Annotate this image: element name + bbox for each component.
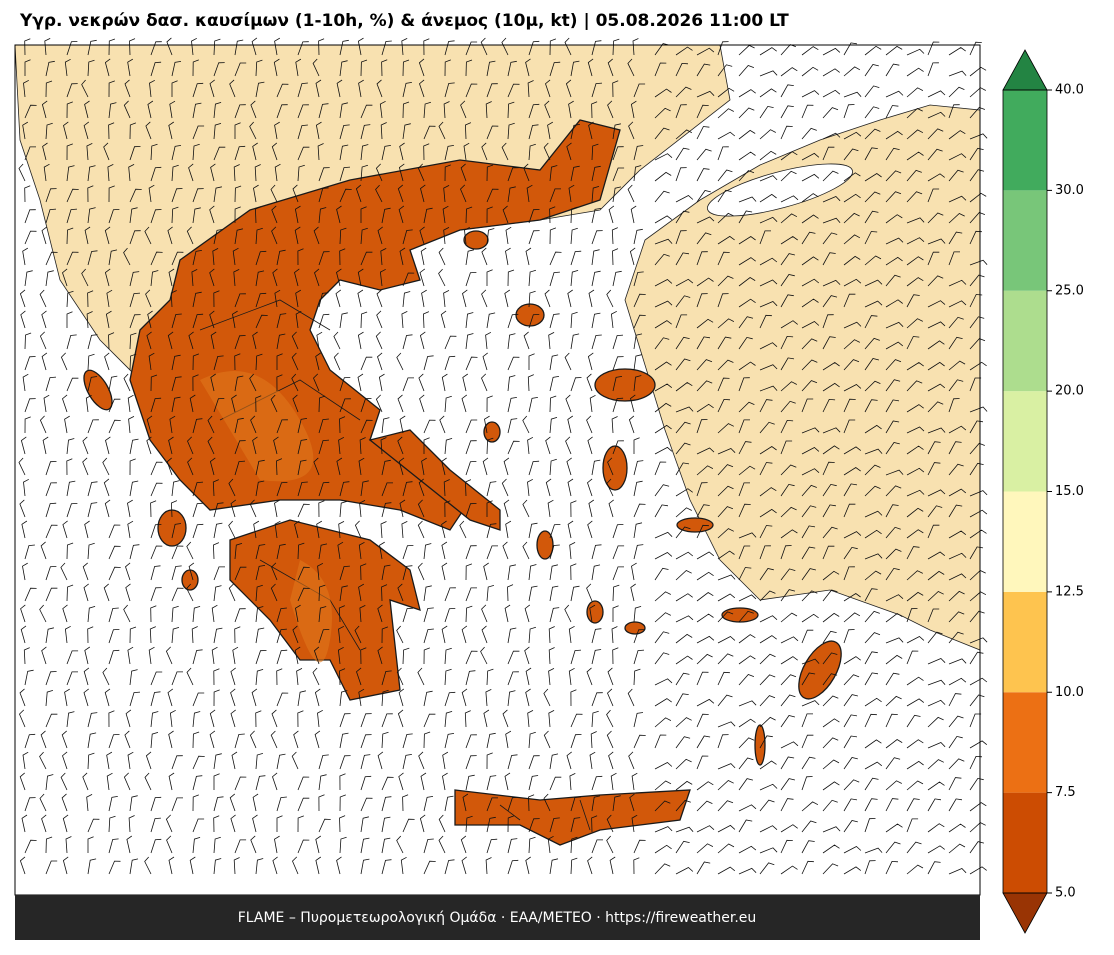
colorbar-over	[1002, 49, 1048, 91]
colorbar-tick-label: 40.0	[1055, 83, 1084, 98]
sea-of-marmara	[707, 163, 853, 217]
island	[676, 517, 714, 533]
colorbar-bin	[1003, 792, 1047, 893]
colorbar-tick-label: 20.0	[1055, 384, 1084, 399]
island	[798, 640, 842, 700]
footer-bar	[15, 895, 980, 940]
colorbar-bin	[1003, 692, 1047, 793]
island	[594, 368, 656, 402]
island	[515, 303, 545, 327]
wind-barbs	[18, 37, 988, 875]
colorbar-bin	[1003, 90, 1047, 191]
crete	[454, 789, 691, 846]
island	[83, 369, 113, 411]
island	[721, 607, 759, 623]
colorbar-under	[1002, 892, 1048, 934]
colorbar-tick-label: 25.0	[1055, 283, 1084, 298]
colorbar-tick-label: 5.0	[1055, 886, 1076, 901]
evia	[368, 429, 501, 531]
footer-text: FLAME – Πυρομετεωρολογική Ομάδα · ΕΑΑ/ME…	[238, 910, 757, 926]
island	[483, 421, 501, 443]
colorbar-tick-label: 7.5	[1055, 785, 1076, 800]
colorbar: 5.0 7.5 10.0 12.5 15.0 20.0 25.0 30.0 40.0	[1002, 49, 1084, 934]
colorbar-bin	[1003, 190, 1047, 291]
colorbar-bin	[1003, 491, 1047, 592]
colorbar-tick-label: 10.0	[1055, 685, 1084, 700]
colorbar-bin	[1003, 290, 1047, 392]
island	[602, 445, 628, 491]
island	[536, 530, 554, 560]
colorbar-bin	[1003, 391, 1047, 492]
colorbar-tick-label: 30.0	[1055, 183, 1084, 198]
colorbar-bin	[1003, 591, 1047, 693]
colorbar-tick-label: 12.5	[1055, 584, 1084, 599]
island	[624, 621, 646, 635]
island	[754, 724, 766, 766]
colorbar-tick-label: 15.0	[1055, 484, 1084, 499]
island	[586, 600, 604, 624]
fuel-variation	[200, 371, 332, 663]
map-title: Υγρ. νεκρών δασ. καυσίμων (1-10h, %) & ά…	[19, 11, 789, 31]
island	[463, 230, 489, 250]
map-area	[14, 37, 988, 896]
island	[181, 569, 199, 591]
